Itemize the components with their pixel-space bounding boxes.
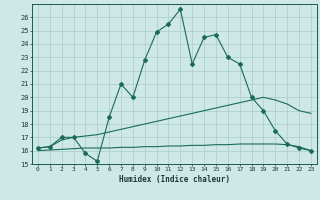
- X-axis label: Humidex (Indice chaleur): Humidex (Indice chaleur): [119, 175, 230, 184]
